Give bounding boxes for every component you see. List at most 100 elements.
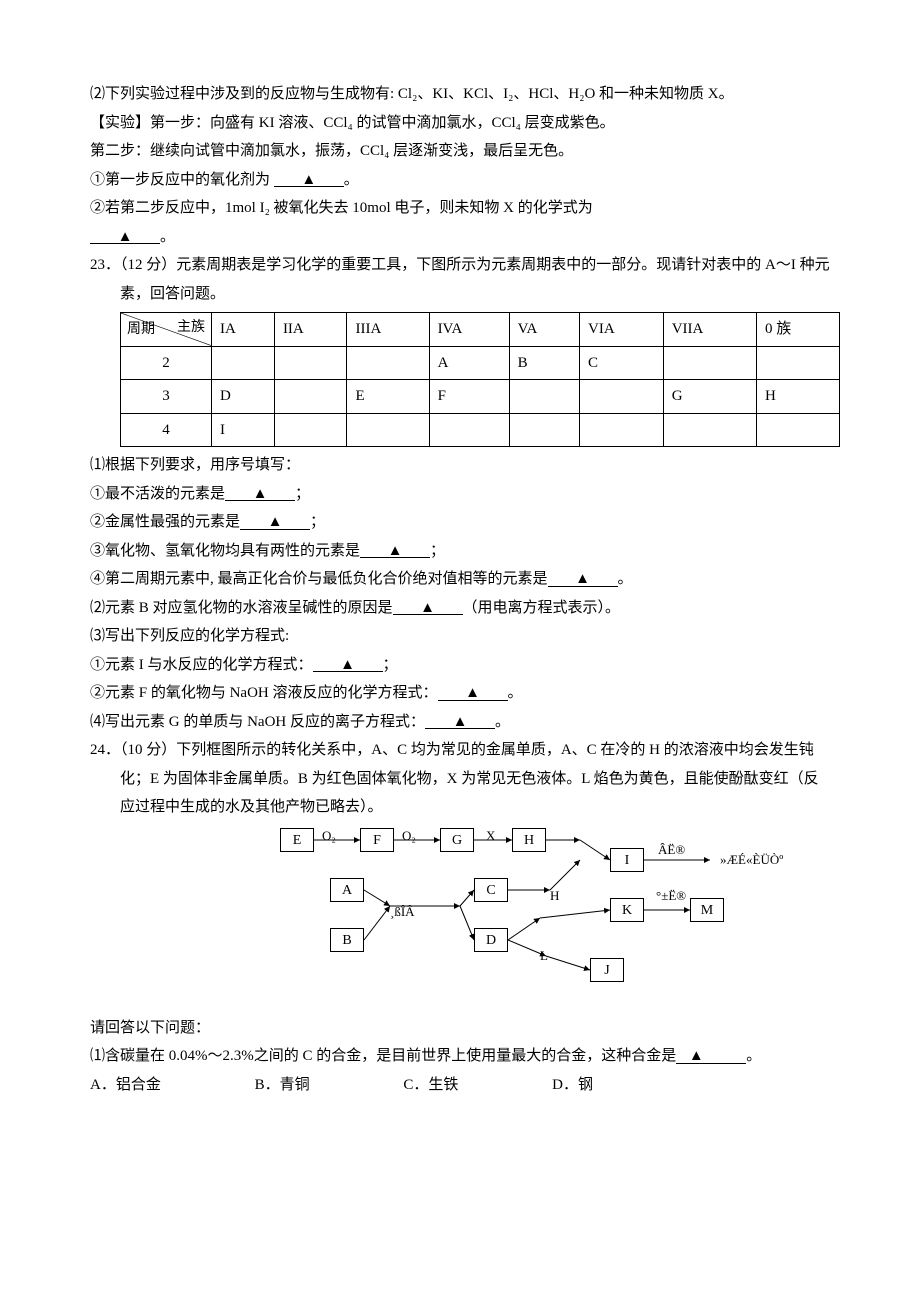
col-VA: VA (509, 313, 579, 347)
q23-1: ⑴根据下列要求，用序号填写： (90, 451, 830, 480)
blank[interactable]: ▲ (548, 572, 618, 587)
flowchart-diagram: EFGHIACKMBDJO₂O₂X¸ßÎÂÂË®»ÆÉ«ÈÜÒºH°±Ë®L (250, 828, 810, 1008)
cell (757, 346, 840, 380)
cell: C (580, 346, 664, 380)
table-header-row: 主族 周期 IA IIA IIIA IVA VA VIA VIIA 0 族 (121, 313, 840, 347)
blank[interactable]: ▲ (274, 173, 344, 188)
option-B[interactable]: B．青铜 (255, 1071, 310, 1100)
q23-2: ⑵元素 B 对应氢化物的水溶液呈碱性的原因是▲（用电离方程式表示）。 (90, 594, 830, 623)
label-O2b: O₂ (402, 824, 416, 849)
q22-sub2: ②若第二步反应中，1mol I₂ 被氧化失去 10mol 电子，则未知物 X 的… (90, 194, 830, 223)
blank[interactable]: ▲ (393, 601, 463, 616)
blank[interactable]: ▲ (360, 544, 430, 559)
q24: 24．（10 分）下列框图所示的转化关系中，A、C 均为常见的金属单质，A、C … (90, 736, 830, 1099)
q24-options: A．铝合金 B．青铜 C．生铁 D．钢 (90, 1071, 830, 1100)
q23-3-1: ①元素 I 与水反应的化学方程式：▲； (90, 651, 830, 680)
table-row: 3 DEFGH (121, 380, 840, 414)
cell (509, 380, 579, 414)
cell (663, 346, 756, 380)
period-cell: 3 (121, 380, 212, 414)
q23-1-1: ①最不活泼的元素是▲； (90, 480, 830, 509)
col-VIIA: VIIA (663, 313, 756, 347)
col-0: 0 族 (757, 313, 840, 347)
cell (509, 413, 579, 447)
node-A: A (330, 878, 364, 902)
cell: B (509, 346, 579, 380)
col-IVA: IVA (429, 313, 509, 347)
cell (212, 346, 275, 380)
label-gaowen: ¸ßÎÂ (390, 900, 415, 925)
label-bianhong: °±Ë® (656, 884, 686, 909)
option-D[interactable]: D．钢 (552, 1071, 593, 1100)
cell (347, 346, 429, 380)
node-E: E (280, 828, 314, 852)
cell (347, 413, 429, 447)
q23: 23．（12 分）元素周期表是学习化学的重要工具，下图所示为元素周期表中的一部分… (90, 251, 830, 736)
table-row: 4 I (121, 413, 840, 447)
node-H: H (512, 828, 546, 852)
q24-ask: 请回答以下问题： (90, 1014, 830, 1043)
periodic-table: 主族 周期 IA IIA IIIA IVA VA VIA VIIA 0 族 2 … (120, 312, 840, 447)
q24-1: ⑴含碳量在 0.04%～2.3%之间的 C 的合金，是目前世界上使用量最大的合金… (90, 1042, 830, 1071)
cell: A (429, 346, 509, 380)
q23-1-3: ③氧化物、氢氧化物均具有两性的元素是▲； (90, 537, 830, 566)
cell: E (347, 380, 429, 414)
cell: D (212, 380, 275, 414)
node-J: J (590, 958, 624, 982)
cell (580, 380, 664, 414)
q22-2-intro: ⑵下列实验过程中涉及到的反应物与生成物有: Cl₂、KI、KCl、I₂、HCl、… (90, 80, 830, 109)
option-A[interactable]: A．铝合金 (90, 1071, 161, 1100)
q24-stem: 24．（10 分）下列框图所示的转化关系中，A、C 均为常见的金属单质，A、C … (90, 736, 830, 822)
cell (757, 413, 840, 447)
label-Hlbl: H (550, 884, 559, 909)
blank[interactable]: ▲ (676, 1049, 746, 1064)
node-G: G (440, 828, 474, 852)
cell (274, 413, 347, 447)
hdr-group: 主族 (177, 315, 205, 342)
blank[interactable]: ▲ (313, 658, 383, 673)
label-dianjie: ÂË® (658, 838, 685, 863)
col-IIA: IIA (274, 313, 347, 347)
q22-sub2-blank: ▲。 (90, 223, 830, 252)
q23-3-2: ②元素 F 的氧化物与 NaOH 溶液反应的化学方程式：▲。 (90, 679, 830, 708)
table-row: 2 ABC (121, 346, 840, 380)
q22-step1: 【实验】第一步：向盛有 KI 溶液、CCl₄ 的试管中滴加氯水，CCl₄ 层变成… (90, 109, 830, 138)
node-K: K (610, 898, 644, 922)
node-C: C (474, 878, 508, 902)
col-VIA: VIA (580, 313, 664, 347)
period-cell: 4 (121, 413, 212, 447)
q23-stem: 23．（12 分）元素周期表是学习化学的重要工具，下图所示为元素周期表中的一部分… (90, 251, 830, 308)
q22-part2: ⑵下列实验过程中涉及到的反应物与生成物有: Cl₂、KI、KCl、I₂、HCl、… (90, 80, 830, 251)
exp-label: 【实验】 (90, 115, 150, 131)
cell (274, 380, 347, 414)
blank[interactable]: ▲ (240, 515, 310, 530)
col-IIIA: IIIA (347, 313, 429, 347)
node-M: M (690, 898, 724, 922)
q22-sub1: ①第一步反应中的氧化剂为 ▲。 (90, 166, 830, 195)
label-Llbl: L (540, 944, 548, 969)
period-cell: 2 (121, 346, 212, 380)
hdr-period: 周期 (127, 317, 155, 344)
blank[interactable]: ▲ (225, 487, 295, 502)
node-D: D (474, 928, 508, 952)
cell: I (212, 413, 275, 447)
node-B: B (330, 928, 364, 952)
cell: F (429, 380, 509, 414)
blank[interactable]: ▲ (90, 230, 160, 245)
blank[interactable]: ▲ (438, 686, 508, 701)
option-C[interactable]: C．生铁 (403, 1071, 458, 1100)
label-huang: »ÆÉ«ÈÜÒº (720, 848, 783, 873)
q23-3: ⑶写出下列反应的化学方程式: (90, 622, 830, 651)
node-F: F (360, 828, 394, 852)
q23-1-4: ④第二周期元素中, 最高正化合价与最低负化合价绝对值相等的元素是▲。 (90, 565, 830, 594)
cell (663, 413, 756, 447)
q23-4: ⑷写出元素 G 的单质与 NaOH 反应的离子方程式：▲。 (90, 708, 830, 737)
label-O2a: O₂ (322, 824, 336, 849)
blank[interactable]: ▲ (425, 715, 495, 730)
node-I: I (610, 848, 644, 872)
cell (429, 413, 509, 447)
cell (274, 346, 347, 380)
q22-step2: 第二步：继续向试管中滴加氯水，振荡，CCl₄ 层逐渐变浅，最后呈无色。 (90, 137, 830, 166)
cell (580, 413, 664, 447)
cell: H (757, 380, 840, 414)
